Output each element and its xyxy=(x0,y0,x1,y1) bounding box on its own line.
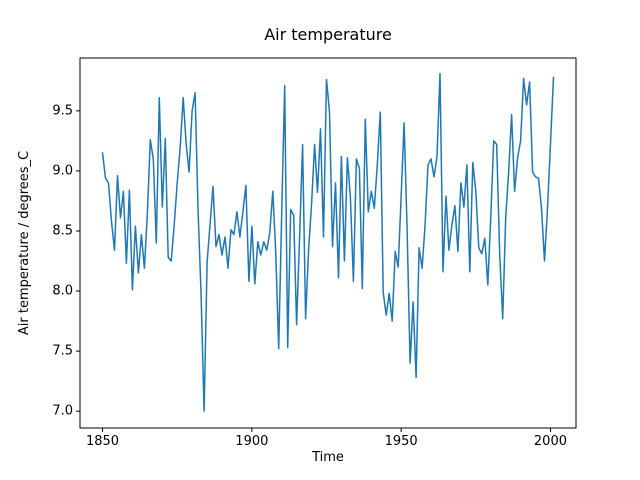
y-tick-label: 8.0 xyxy=(52,283,73,299)
axis-ticks xyxy=(76,110,551,432)
y-tick-label: 9.5 xyxy=(52,103,73,119)
y-tick-label: 9.0 xyxy=(52,163,73,179)
x-tick-label: 2000 xyxy=(533,434,567,449)
x-tick-label: 1950 xyxy=(384,434,418,449)
x-tick-label: 1900 xyxy=(235,434,269,449)
x-tick-label: 1850 xyxy=(85,434,120,449)
y-tick-label: 8.5 xyxy=(52,223,73,239)
y-axis-label: Air temperature / degrees_C xyxy=(17,150,32,336)
y-tick-label: 7.5 xyxy=(52,343,73,359)
temperature-line xyxy=(101,72,555,412)
axes-spines xyxy=(79,57,577,429)
x-axis-label: Time xyxy=(312,450,344,465)
chart-title: Air temperature xyxy=(264,25,392,44)
y-tick-label: 7.0 xyxy=(52,403,73,419)
